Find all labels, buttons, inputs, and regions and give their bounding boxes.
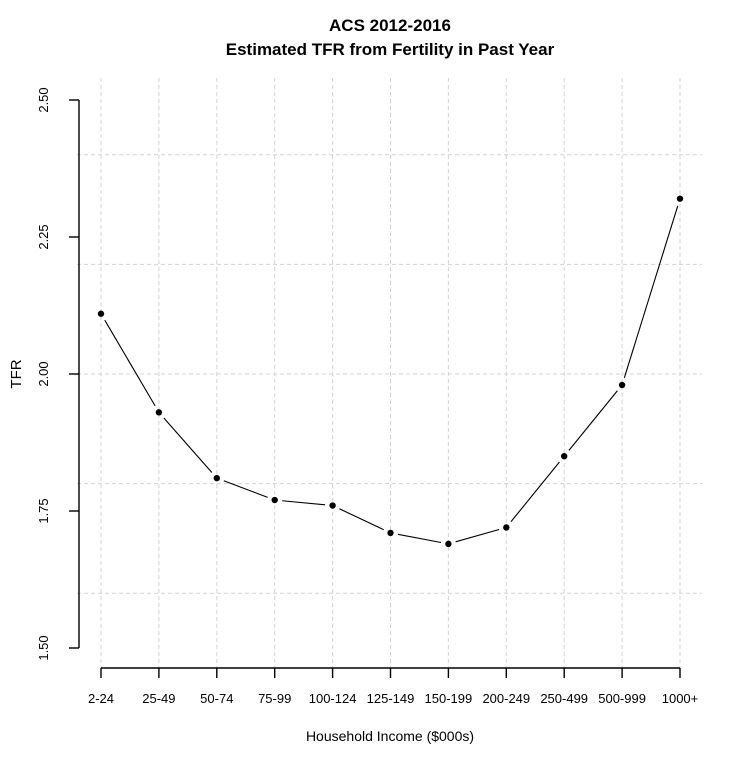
- data-point: [676, 195, 684, 202]
- data-point: [329, 502, 336, 509]
- line-segment: [282, 500, 326, 506]
- line-segment: [163, 417, 213, 473]
- x-axis-title: Household Income ($000s): [306, 728, 474, 744]
- line-segment: [568, 390, 618, 451]
- x-tick-label: 500-999: [598, 691, 646, 706]
- x-tick-label: 75-99: [258, 691, 291, 706]
- data-point: [213, 474, 220, 482]
- x-tick-label: 125-149: [367, 691, 415, 706]
- x-tick-label: 2-24: [88, 691, 114, 706]
- data-point: [503, 524, 510, 531]
- x-tick-label: 25-49: [142, 691, 175, 706]
- data-point: [618, 381, 626, 389]
- x-tick-label: 250-499: [540, 691, 588, 706]
- data-point: [561, 453, 568, 460]
- line-segment: [455, 528, 500, 543]
- line-segment: [397, 533, 442, 544]
- y-tick-label: 2.50: [36, 87, 51, 112]
- data-point: [445, 540, 452, 548]
- line-segment: [623, 205, 679, 378]
- x-tick-label: 1000+: [662, 691, 699, 706]
- x-tick-label: 200-249: [482, 691, 530, 706]
- x-tick-label: 50-74: [200, 691, 233, 706]
- chart-subtitle: Estimated TFR from Fertility in Past Yea…: [226, 40, 555, 59]
- data-point: [97, 310, 105, 317]
- y-tick-label: 1.50: [36, 635, 51, 660]
- data-point: [387, 529, 394, 537]
- line-segment: [339, 508, 384, 531]
- line-segment: [510, 461, 560, 522]
- y-tick-label: 2.00: [36, 361, 51, 386]
- y-tick-label: 2.25: [36, 224, 51, 249]
- plot-layer: [69, 78, 702, 678]
- y-tick-label: 1.75: [36, 498, 51, 523]
- line-segment: [223, 480, 268, 498]
- chart-title: ACS 2012-2016: [329, 16, 451, 35]
- y-axis-title: TFR: [8, 359, 25, 388]
- x-tick-label: 100-124: [309, 691, 357, 706]
- data-point: [155, 409, 163, 416]
- x-tick-label: 150-199: [425, 691, 473, 706]
- line-segment: [104, 319, 156, 407]
- data-point: [271, 496, 278, 504]
